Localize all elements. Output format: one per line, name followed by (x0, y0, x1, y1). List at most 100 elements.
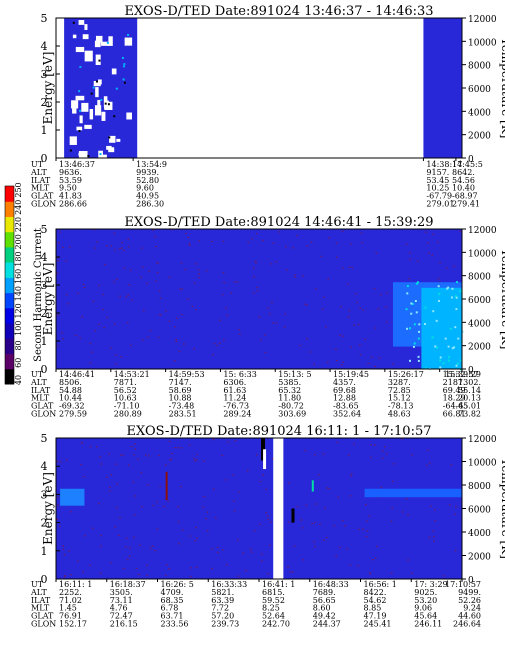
data-speckle (327, 278, 330, 280)
table-cell: -80.72 (278, 402, 304, 411)
table-cell: 54.88 (59, 386, 82, 395)
data-speckle (455, 506, 457, 508)
data-speckle (168, 568, 170, 570)
data-speckle (385, 306, 387, 308)
data-cell (291, 508, 295, 523)
data-cell (115, 87, 118, 90)
data-speckle (362, 309, 365, 311)
data-speckle (89, 564, 92, 566)
y2-tick-label: 6000 (468, 506, 491, 516)
data-speckle (113, 281, 115, 283)
data-speckle (294, 274, 296, 276)
data-cell (455, 308, 458, 311)
data-cell (434, 345, 437, 348)
data-speckle (80, 463, 83, 466)
data-speckle (346, 548, 348, 550)
data-cell (79, 65, 82, 68)
data-speckle (127, 238, 130, 240)
data-speckle (225, 307, 227, 309)
data-speckle (434, 509, 436, 511)
data-speckle (300, 519, 302, 521)
data-speckle (133, 454, 135, 456)
data-speckle (411, 572, 413, 574)
data-speckle (91, 527, 94, 529)
table-cell: 73.82 (458, 410, 481, 419)
colorbar-segment (5, 201, 14, 217)
data-speckle (306, 304, 308, 306)
data-speckle (122, 454, 124, 456)
table-cell: 8422. (364, 588, 387, 597)
data-gap (103, 96, 108, 108)
colorbar-segment (5, 368, 14, 385)
data-speckle (354, 293, 357, 295)
data-cell (454, 326, 457, 329)
data-speckle (409, 258, 411, 261)
data-cell (431, 336, 434, 339)
data-speckle (124, 546, 127, 548)
data-cell (417, 355, 420, 358)
data-speckle (392, 463, 395, 465)
data-gap (97, 99, 101, 109)
y-tick-label: 5 (41, 432, 48, 445)
data-speckle (125, 537, 128, 539)
data-speckle (391, 572, 393, 574)
table-cell: 3505. (110, 588, 133, 597)
table-cell: 9.60 (136, 184, 154, 193)
data-cell (413, 342, 416, 345)
table-cell: 15: 6:33 (223, 370, 256, 379)
data-speckle (275, 322, 278, 324)
data-speckle (292, 571, 294, 573)
data-speckle (335, 348, 337, 350)
data-speckle (323, 507, 326, 509)
data-gap (89, 108, 94, 120)
data-speckle (251, 238, 253, 240)
table-cell: 8642. (452, 168, 475, 177)
data-speckle (427, 449, 430, 451)
data-speckle (349, 495, 352, 497)
data-cell (447, 345, 450, 348)
data-speckle (128, 555, 131, 557)
data-speckle (302, 275, 304, 277)
panel-1: EXOS-D/TED Date:891024 13:46:37 - 14:46:… (30, 4, 505, 209)
data-speckle (225, 564, 228, 566)
data-speckle (195, 566, 198, 569)
y2-tick-label: 8000 (468, 62, 491, 72)
data-speckle (259, 523, 261, 526)
row-label: GLON (31, 200, 56, 209)
data-speckle (364, 503, 367, 506)
data-speckle (110, 245, 112, 247)
y2-tick-label: 4000 (468, 319, 491, 329)
data-speckle (205, 270, 208, 272)
data-speckle (134, 448, 136, 450)
table-cell: 279.59 (59, 410, 87, 419)
data-speckle (347, 454, 350, 456)
data-speckle (445, 267, 448, 269)
data-speckle (89, 446, 92, 448)
data-speckle (362, 528, 364, 530)
data-speckle (342, 361, 345, 363)
data-speckle (266, 307, 269, 309)
table-cell: 72.47 (110, 612, 133, 621)
table-cell: 7689. (313, 588, 336, 597)
data-cell (413, 323, 416, 326)
data-speckle (238, 491, 240, 493)
row-label: ALT (30, 588, 47, 597)
data-speckle (58, 525, 61, 528)
data-speckle (61, 246, 64, 249)
data-speckle (175, 340, 177, 342)
y-axis-right: 0 2000 4000 6000 8000 10000 12000 Temperature [… (462, 435, 505, 586)
table-cell: 9.06 (414, 604, 432, 613)
table-cell: 280.89 (114, 410, 142, 419)
chart-title: EXOS-D/TED Date:891024 14:46:41 - 15:39:… (124, 215, 433, 230)
data-speckle (425, 231, 427, 233)
data-speckle (133, 536, 135, 538)
data-speckle (448, 504, 451, 506)
row-label: MLT (31, 394, 50, 403)
data-speckle (178, 543, 180, 545)
data-speckle (365, 536, 368, 538)
data-speckle (313, 363, 315, 366)
data-speckle (59, 461, 62, 463)
data-cell (461, 330, 464, 333)
table-cell: 216.15 (110, 620, 138, 629)
